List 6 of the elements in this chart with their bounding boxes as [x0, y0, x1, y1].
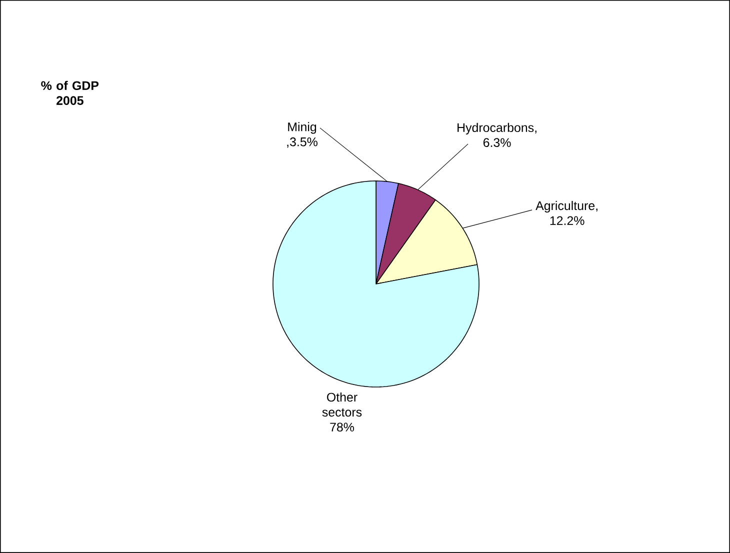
data-label: ,3.5%	[287, 137, 318, 148]
slice-label: Agriculture	[536, 200, 595, 213]
data-label: 78%	[330, 422, 354, 432]
text: % of GDP 2005	[41, 80, 99, 105]
slice-label: Other sectors	[322, 392, 362, 417]
slice-label: Minig	[288, 122, 316, 134]
